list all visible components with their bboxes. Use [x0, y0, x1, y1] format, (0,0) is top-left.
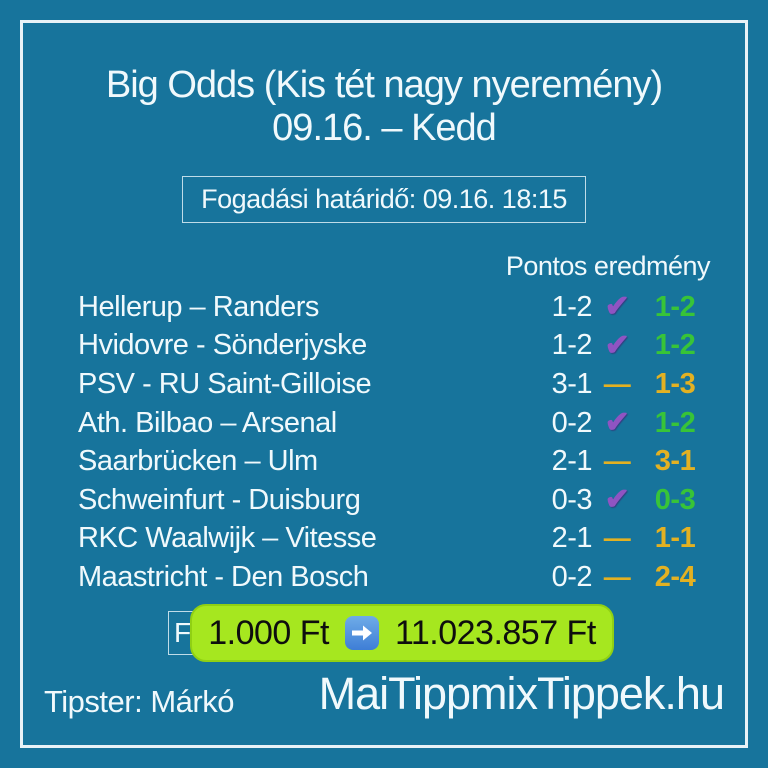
check-icon: ✔ [604, 290, 630, 324]
payout-banner: 1.000 Ft 11.023.857 Ft [190, 604, 614, 662]
site-name: MaiTippmixTippek.hu [318, 668, 725, 719]
betting-deadline-box: Fogadási határidő: 09.16. 18:15 [182, 176, 586, 223]
right-arrow-icon [344, 616, 379, 650]
match-teams: Ath. Bilbao – Arsenal [78, 406, 337, 439]
match-tip: 2-1 [551, 522, 593, 555]
tipster-label: Tipster: Márkó [44, 684, 234, 719]
match-tip: 0-3 [551, 483, 593, 516]
poster-title: Big Odds (Kis tét nagy nyeremény) 09.16.… [0, 64, 768, 151]
matches-list: Hellerup – Randers 1-2 ✔ 1-2 Hvidovre - … [78, 288, 708, 597]
match-row: Hvidovre - Sönderjyske 1-2 ✔ 1-2 [78, 327, 708, 366]
title-line-2: 09.16. – Kedd [272, 107, 497, 150]
dash-icon: — [603, 561, 631, 592]
check-icon: ✔ [604, 406, 630, 440]
betting-deadline-label: Fogadási határidő: 09.16. 18:15 [201, 184, 567, 214]
match-tip: 0-2 [551, 560, 593, 593]
match-row: PSV - RU Saint-Gilloise 3-1 — 1-3 [78, 365, 708, 404]
match-tip: 0-2 [551, 406, 593, 439]
clipped-box-text: F [174, 617, 192, 648]
match-tip: 1-2 [551, 329, 593, 362]
match-teams: PSV - RU Saint-Gilloise [78, 367, 372, 400]
match-result: 1-2 [654, 329, 696, 362]
match-teams: RKC Waalwijk – Vitesse [78, 522, 377, 555]
dash-icon: — [603, 446, 631, 477]
match-teams: Hvidovre - Sönderjyske [78, 329, 367, 362]
match-row: Hellerup – Randers 1-2 ✔ 1-2 [78, 288, 708, 327]
match-teams: Hellerup – Randers [78, 290, 319, 323]
stake-amount: 1.000 Ft [208, 613, 329, 652]
match-teams: Saarbrücken – Ulm [78, 445, 318, 478]
match-row: RKC Waalwijk – Vitesse 2-1 — 1-1 [78, 520, 708, 559]
dash-icon: — [603, 523, 631, 554]
check-icon: ✔ [604, 328, 630, 362]
match-teams: Schweinfurt - Duisburg [78, 483, 361, 516]
match-row: Schweinfurt - Duisburg 0-3 ✔ 0-3 [78, 481, 708, 520]
match-tip: 2-1 [551, 445, 593, 478]
dash-icon: — [603, 368, 631, 399]
match-teams: Maastricht - Den Bosch [78, 560, 369, 593]
check-icon: ✔ [604, 483, 630, 517]
winnings-amount: 11.023.857 Ft [394, 613, 596, 652]
match-result: 1-2 [654, 290, 696, 323]
match-tip: 3-1 [551, 367, 593, 400]
match-result: 1-1 [654, 522, 696, 555]
match-tip: 1-2 [551, 290, 593, 323]
match-row: Ath. Bilbao – Arsenal 0-2 ✔ 1-2 [78, 404, 708, 443]
results-column-header: Pontos eredmény [505, 251, 711, 281]
match-result: 2-4 [654, 560, 696, 593]
match-result: 3-1 [654, 445, 696, 478]
match-result: 1-3 [654, 367, 696, 400]
match-row: Maastricht - Den Bosch 0-2 — 2-4 [78, 558, 708, 597]
match-row: Saarbrücken – Ulm 2-1 — 3-1 [78, 442, 708, 481]
match-result: 0-3 [654, 483, 696, 516]
match-result: 1-2 [654, 406, 696, 439]
title-line-1: Big Odds (Kis tét nagy nyeremény) [105, 64, 663, 106]
